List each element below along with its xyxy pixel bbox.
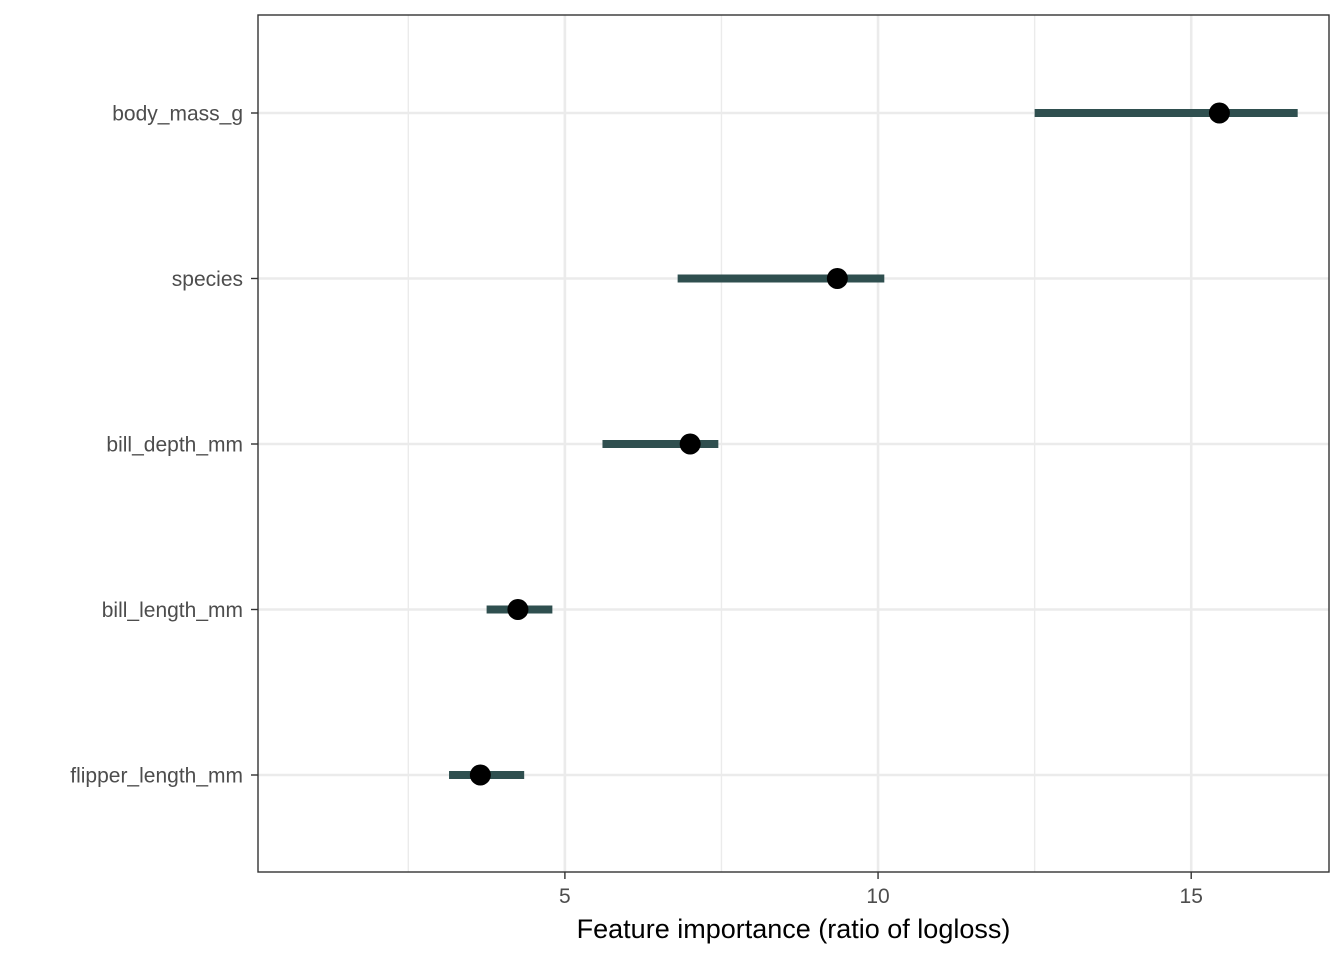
y-tick-label-bill_depth_mm: bill_depth_mm: [106, 434, 243, 457]
y-tick-label-bill_length_mm: bill_length_mm: [102, 599, 243, 622]
grid-layer: [258, 15, 1329, 872]
x-tick-label: 15: [1180, 885, 1203, 908]
point-bill_length_mm: [507, 599, 529, 620]
point-body_mass_g: [1208, 102, 1230, 124]
x-axis-title: Feature importance (ratio of logloss): [577, 914, 1011, 944]
x-tick-label: 5: [559, 885, 571, 908]
x-tick-label: 10: [866, 885, 889, 908]
point-layer: [469, 102, 1230, 786]
y-tick-label-body_mass_g: body_mass_g: [112, 103, 243, 126]
y-tick-label-species: species: [172, 268, 243, 291]
x-axis: 5 10 15: [559, 872, 1203, 908]
point-flipper_length_mm: [469, 764, 491, 786]
y-tick-label-flipper_length_mm: flipper_length_mm: [70, 765, 243, 788]
point-bill_depth_mm: [679, 433, 701, 455]
point-species: [826, 268, 848, 289]
